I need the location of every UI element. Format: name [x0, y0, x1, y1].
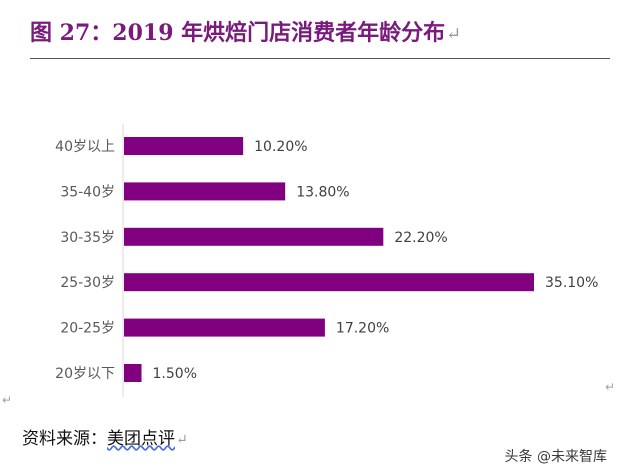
chart-title-text: 图 27：2019 年烘焙门店消费者年龄分布 [30, 20, 446, 46]
paragraph-mark-icon: ↵ [446, 24, 462, 45]
data-label: 35.10% [545, 275, 598, 291]
bar [124, 318, 325, 337]
y-tick-label: 20-25岁 [60, 321, 115, 337]
data-label: 1.50% [153, 366, 197, 382]
paragraph-mark-icon: ↵ [176, 432, 188, 448]
source-note: 资料来源：美团点评↵ [22, 428, 188, 450]
data-label: 13.80% [296, 184, 349, 200]
chart-title: 图 27：2019 年烘焙门店消费者年龄分布↵ [30, 17, 461, 49]
source-prefix: 资料来源： [22, 429, 107, 449]
paragraph-mark-left-icon: ↵ [2, 393, 13, 407]
data-label: 17.20% [336, 321, 389, 337]
bar [124, 182, 286, 201]
bar-chart: 40岁以上 10.20% 35-40岁 13.80% 30-35岁 22.20% 25-30… [55, 124, 598, 397]
data-label: 22.20% [394, 230, 447, 246]
y-tick-label: 35-40岁 [60, 184, 115, 200]
source-name: 美团点评 [107, 429, 175, 449]
y-tick-label: 25-30岁 [60, 275, 115, 291]
y-tick-label: 20岁以下 [55, 366, 115, 382]
bar [124, 137, 244, 155]
bar [124, 364, 142, 382]
title-divider [30, 58, 610, 59]
watermark: 头条 @未来智库 [504, 449, 607, 465]
paragraph-mark-right-icon: ↵ [605, 380, 616, 394]
y-tick-label: 40岁以上 [55, 139, 115, 155]
bar [124, 273, 534, 292]
y-tick-label: 30-35岁 [60, 230, 115, 246]
bar [124, 227, 384, 246]
data-label: 10.20% [254, 139, 307, 155]
